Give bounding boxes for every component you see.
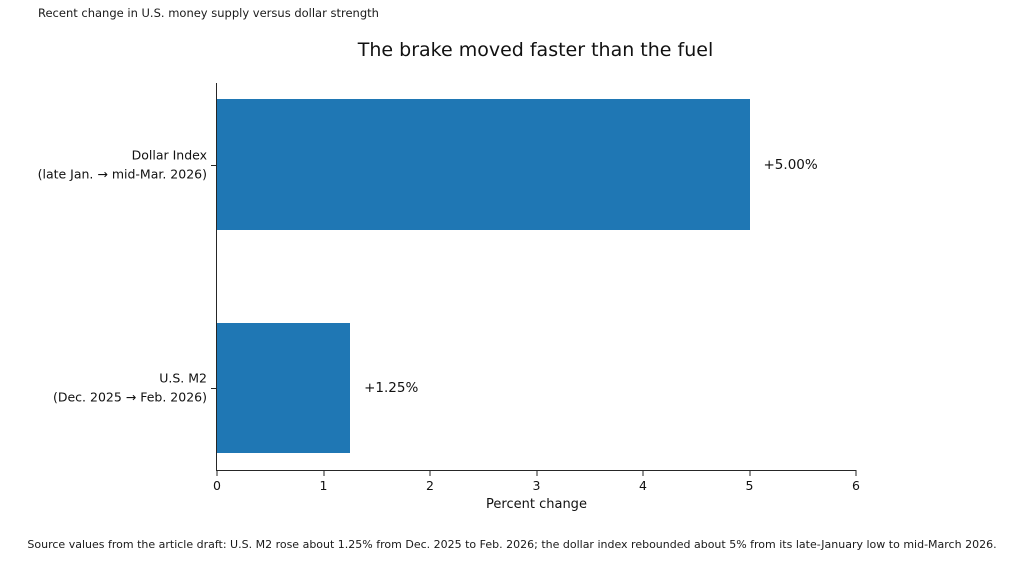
y-axis-tick [211, 388, 217, 389]
chart-suptitle: Recent change in U.S. money supply versu… [38, 6, 379, 20]
x-axis-tick-label: 4 [639, 478, 647, 493]
source-caption: Source values from the article draft: U.… [27, 538, 997, 551]
chart-title: The brake moved faster than the fuel [357, 39, 714, 61]
x-axis-tick-label: 0 [213, 478, 221, 493]
x-axis-label: Percent change [486, 497, 587, 512]
x-axis-tick [642, 470, 644, 476]
bar-row: +1.25% [217, 323, 418, 453]
x-axis-tick [429, 470, 431, 476]
category-label-line2: (Dec. 2025 → Feb. 2026) [52, 389, 207, 404]
x-axis-tick [323, 470, 324, 476]
bar [217, 99, 750, 230]
x-axis-tick-label: 2 [426, 478, 434, 493]
x-axis-tick [855, 470, 857, 476]
x-axis-tick-label: 3 [532, 478, 541, 493]
x-axis-tick [749, 470, 750, 476]
category-label-line1: Dollar Index [131, 147, 207, 163]
x-axis-tick [216, 470, 218, 476]
plot-area: Dollar Index (late Jan. → mid-Mar. 2026)… [38, 83, 860, 512]
category-label-us-m2: U.S. M2 (Dec. 2025 → Feb. 2026) [53, 369, 207, 407]
category-label-line1: U.S. M2 [159, 370, 207, 386]
bar-value-label: +1.25% [364, 380, 419, 396]
bar [217, 323, 351, 453]
bar-row: +5.00% [217, 99, 818, 230]
x-axis-tick-label: 1 [319, 478, 328, 493]
bar-value-label: +5.00% [763, 156, 818, 173]
category-label-line2: (late Jan. → mid-Mar. 2026) [37, 166, 207, 181]
category-label-dollar-index: Dollar Index (late Jan. → mid-Mar. 2026) [38, 146, 207, 184]
x-axis-tick [536, 470, 537, 476]
x-axis-tick-label: 5 [745, 478, 754, 493]
y-axis-tick [211, 165, 217, 166]
x-axis-tick-label: 6 [852, 478, 860, 493]
